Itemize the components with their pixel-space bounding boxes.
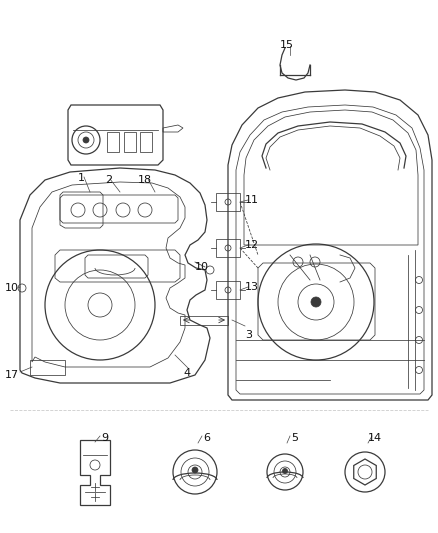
Text: 9: 9 (102, 433, 109, 443)
Text: 2: 2 (105, 175, 112, 185)
Text: 15: 15 (280, 40, 294, 50)
Text: 4: 4 (183, 368, 190, 378)
Text: 10: 10 (5, 283, 19, 293)
Circle shape (83, 137, 89, 143)
Text: 3: 3 (245, 330, 252, 340)
Text: 11: 11 (245, 195, 259, 205)
Text: 10: 10 (195, 262, 209, 272)
Text: 1: 1 (78, 173, 85, 183)
Text: 17: 17 (5, 370, 19, 380)
Text: 12: 12 (245, 240, 259, 250)
Text: 13: 13 (245, 282, 259, 292)
Text: 14: 14 (368, 433, 382, 443)
Circle shape (192, 467, 198, 473)
Text: 5: 5 (292, 433, 299, 443)
Circle shape (311, 297, 321, 307)
Circle shape (283, 469, 287, 473)
Text: 6: 6 (204, 433, 211, 443)
Text: 18: 18 (138, 175, 152, 185)
